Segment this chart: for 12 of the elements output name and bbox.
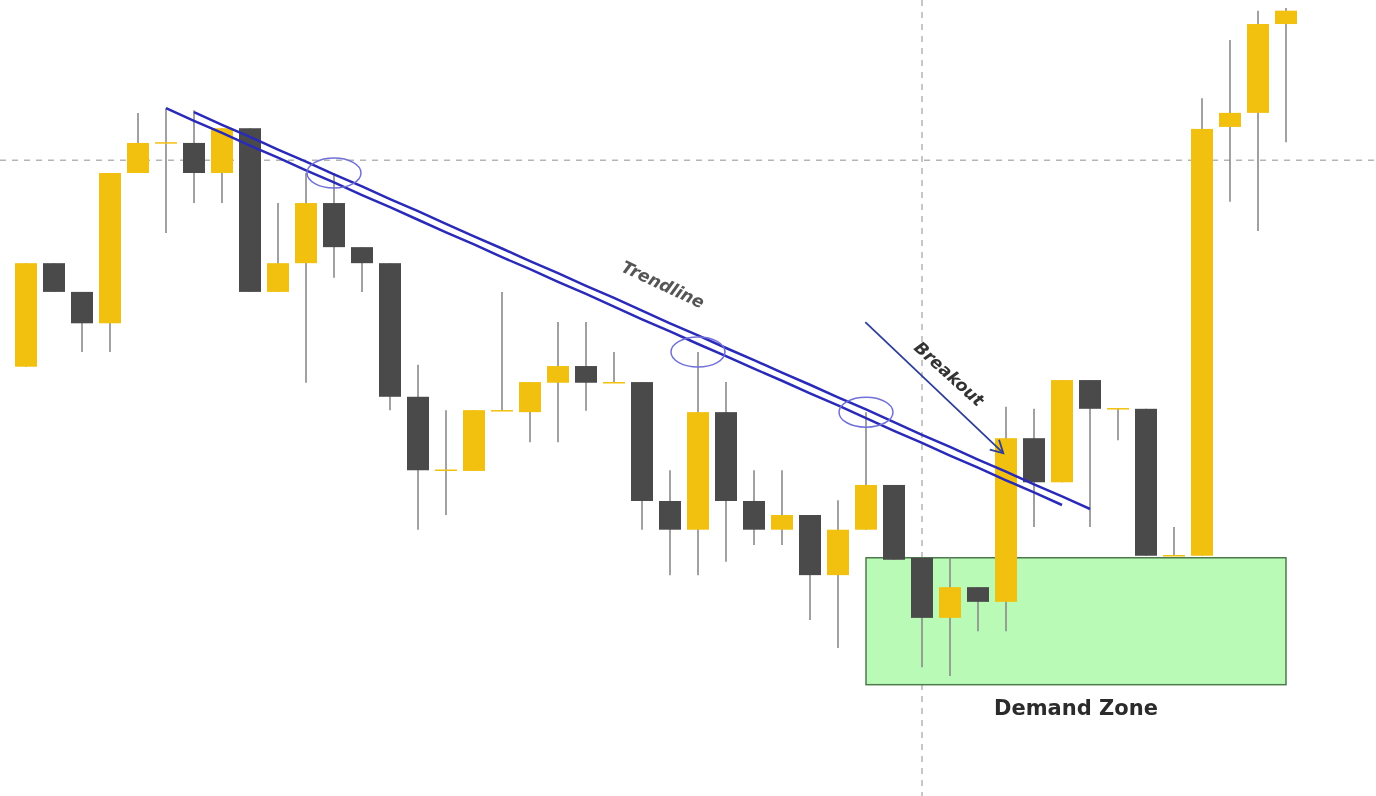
band-label: Demand Zone	[994, 695, 1158, 720]
candlestick	[771, 469, 793, 546]
candlestick	[575, 321, 597, 412]
candlestick	[1275, 7, 1297, 144]
candlestick	[1163, 526, 1185, 557]
candlestick	[491, 291, 513, 412]
candlestick	[1107, 408, 1129, 441]
candlestick	[967, 586, 989, 633]
candlestick	[155, 107, 177, 234]
candlestick	[1219, 39, 1241, 203]
candlestick	[351, 246, 373, 293]
candlestick	[547, 321, 569, 443]
